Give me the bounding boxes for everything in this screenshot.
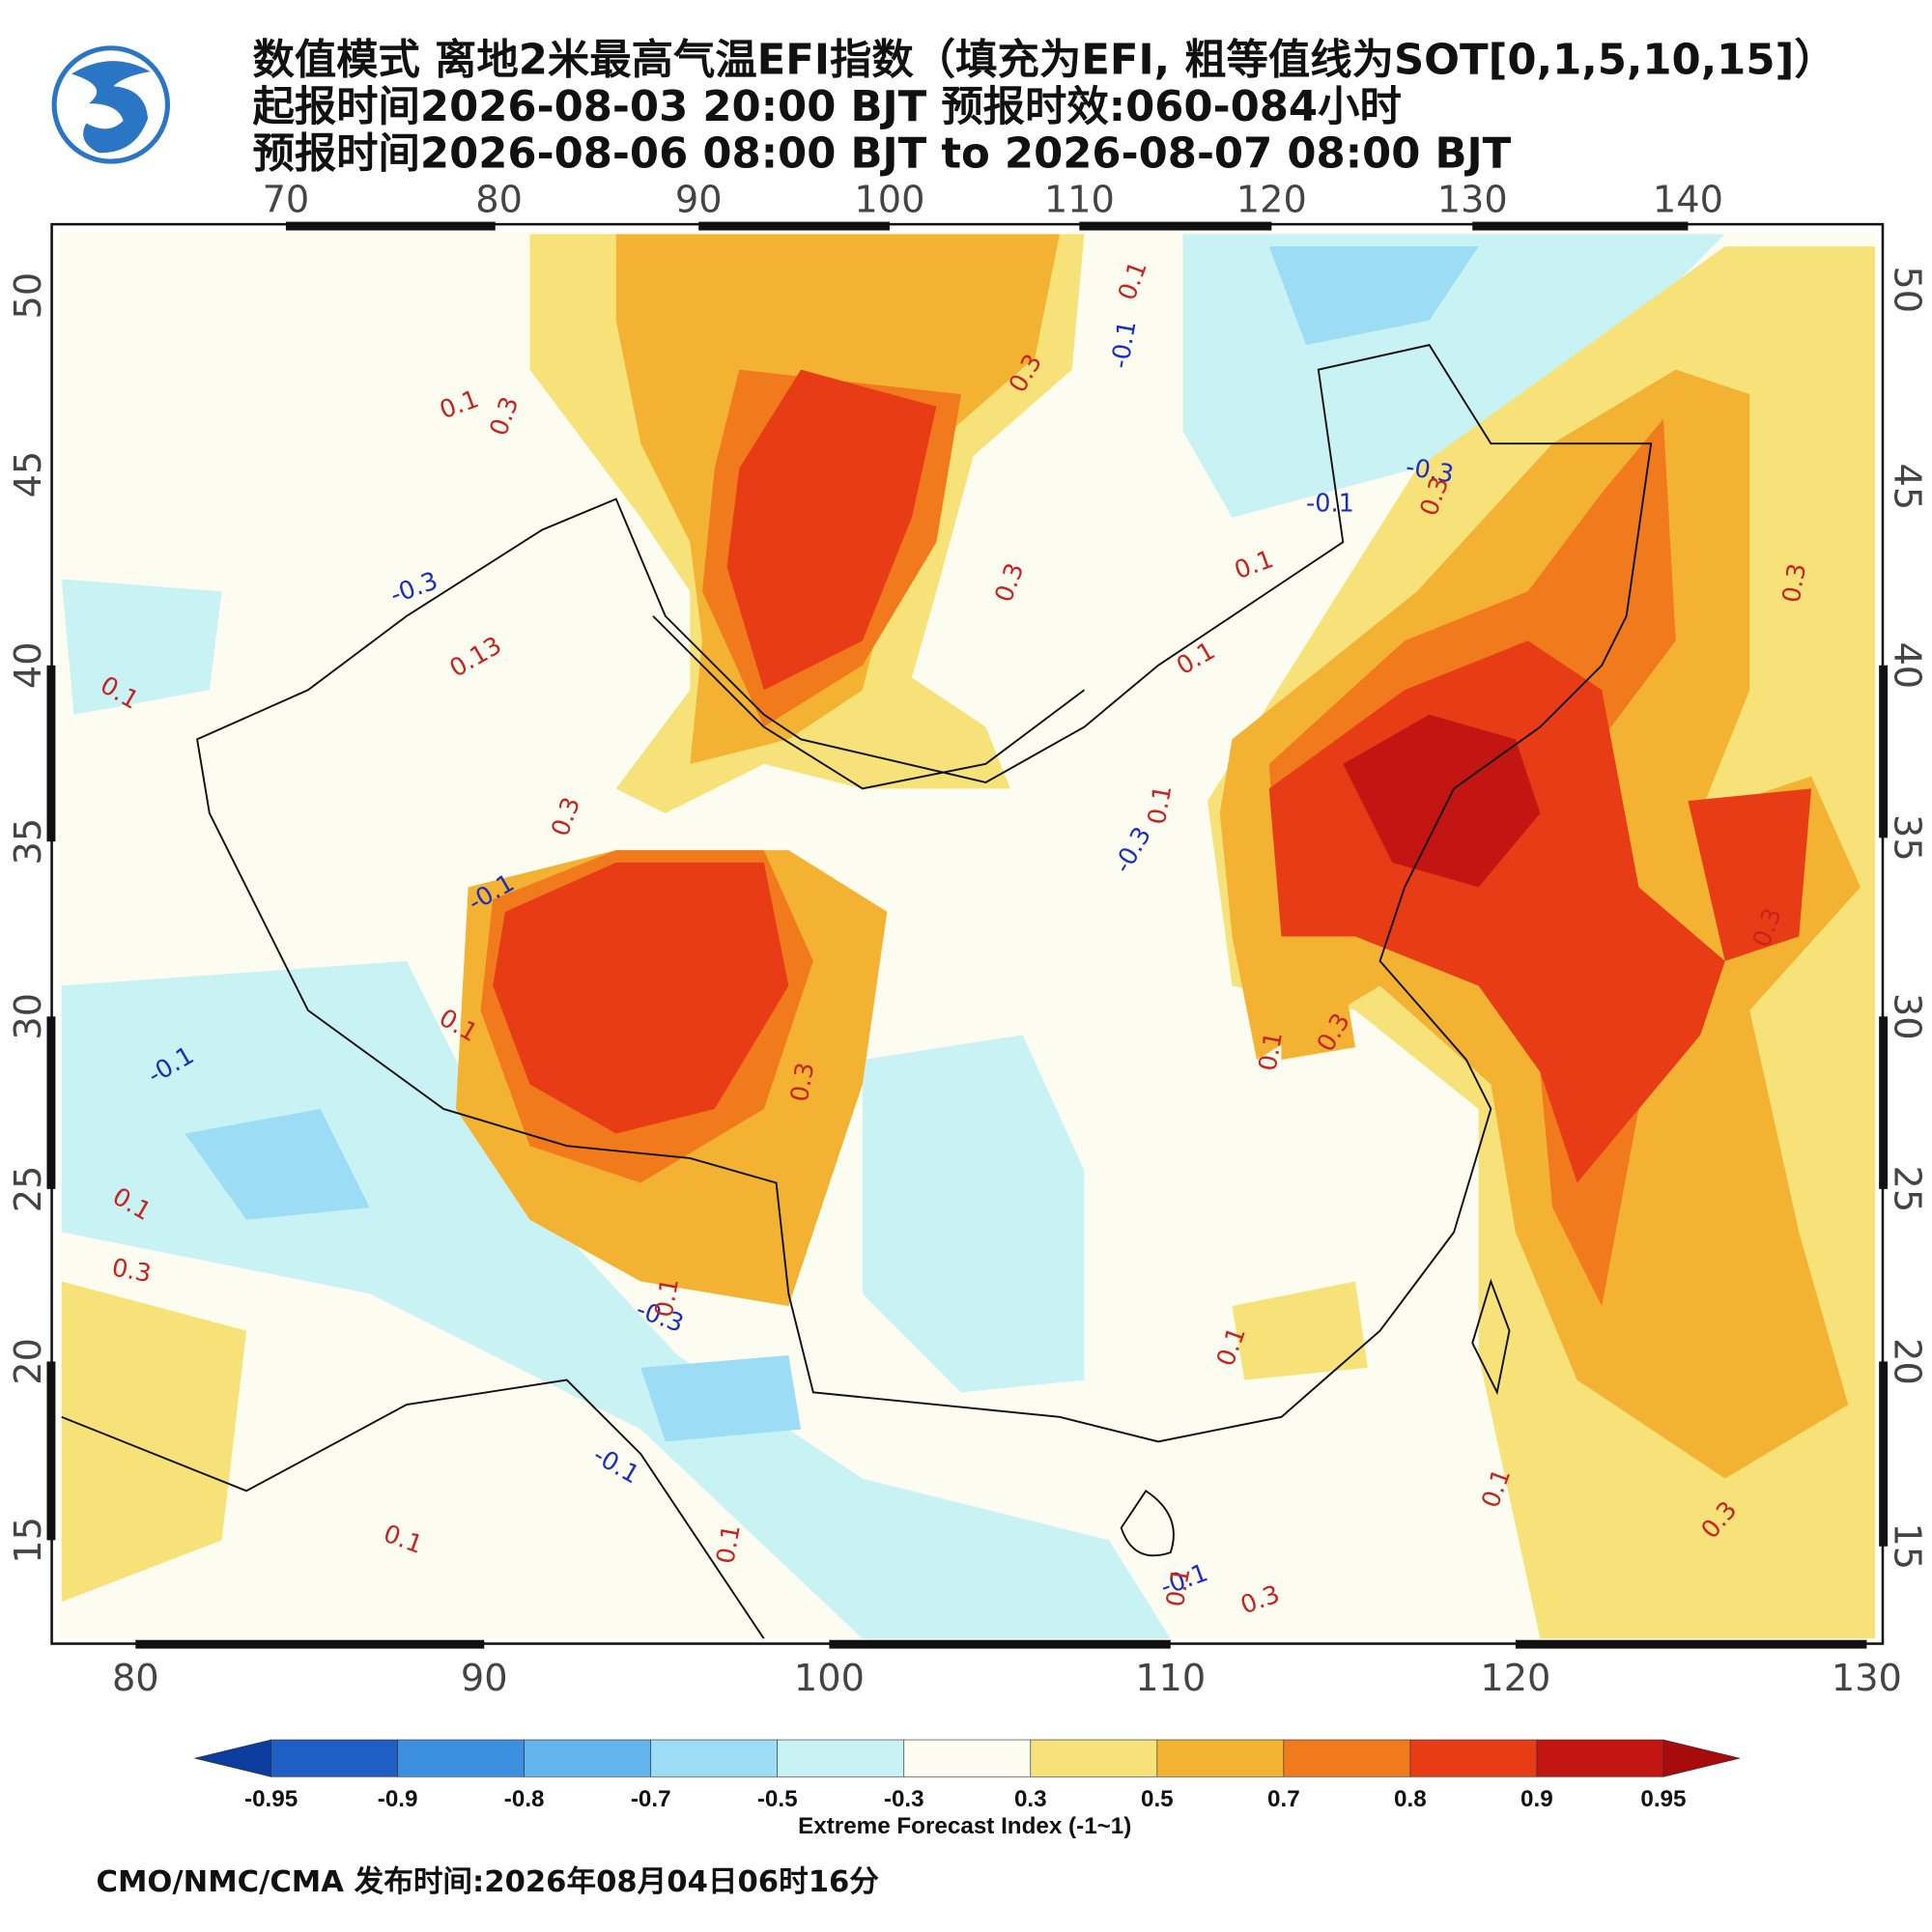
- colorbar-label: -0.5: [757, 1786, 798, 1812]
- colorbar-segment: [1283, 1739, 1411, 1777]
- right-lat-label: 35: [1886, 814, 1929, 862]
- colorbar-segment: [650, 1739, 779, 1777]
- contour-label: 0.1: [711, 1522, 747, 1566]
- top-lon-label: 90: [675, 178, 723, 221]
- left-lat-label: 20: [7, 1338, 50, 1385]
- top-lon-label: 120: [1236, 178, 1307, 221]
- title: 数值模式 离地2米最高气温EFI指数（填充为EFI, 粗等值线为SOT[0,1,…: [252, 37, 1835, 85]
- colorbar-label: 0.8: [1394, 1786, 1427, 1812]
- right-lat-label: 20: [1886, 1338, 1929, 1385]
- colorbar-segment: [1409, 1739, 1538, 1777]
- bottom-lon-label: 80: [112, 1657, 159, 1700]
- contour-label: 0.3: [110, 1254, 154, 1290]
- bottom-lon-label: 110: [1135, 1657, 1206, 1700]
- top-lon-label: 110: [1044, 178, 1115, 221]
- right-lat-label: 50: [1886, 266, 1929, 313]
- left-lat-label: 35: [7, 818, 50, 866]
- colorbar-label: 0.95: [1640, 1786, 1686, 1812]
- map-fill: [59, 231, 1876, 1639]
- axis-labels: 70 80 90 100 110 120 130 140 80 90 100 110 120 130 50 4…: [7, 178, 1929, 1700]
- footer: CMO/NMC/CMA 发布时间:2026年08月04日06时16分: [96, 1865, 879, 1899]
- left-lat-label: 40: [7, 641, 50, 689]
- colorbar-title: Extreme Forecast Index (-1~1): [798, 1813, 1131, 1839]
- right-lat-label: 25: [1886, 1166, 1929, 1213]
- colorbar-segment: [777, 1739, 905, 1777]
- colorbar-segment: [524, 1739, 652, 1777]
- contour-label: 0.1: [1254, 1030, 1290, 1073]
- colorbar-segment: [397, 1739, 525, 1777]
- colorbar-label: 0.9: [1520, 1786, 1553, 1812]
- left-lat-label: 30: [7, 993, 50, 1040]
- bottom-lon-label: 100: [794, 1657, 865, 1700]
- colorbar-label: -0.9: [378, 1786, 418, 1812]
- top-lon-label: 80: [475, 178, 523, 221]
- right-lat-label: 40: [1886, 641, 1929, 689]
- colorbar-segment: [1156, 1739, 1285, 1777]
- contour-label: 0.1: [1161, 1566, 1197, 1609]
- init-time: 起报时间2026-08-03 20:00 BJT 预报时效:060-084小时: [252, 83, 1401, 131]
- colorbar-label: -0.3: [884, 1786, 924, 1812]
- right-lat-label: 15: [1886, 1522, 1929, 1570]
- colorbar-extend-high: [1662, 1739, 1741, 1777]
- contour-label: -0.1: [1306, 489, 1354, 518]
- colorbar-segment: [903, 1739, 1032, 1777]
- contour-label: 0.1: [650, 1276, 686, 1320]
- right-lat-label: 30: [1886, 993, 1929, 1040]
- contour-label: 0.1: [1143, 783, 1179, 827]
- bottom-lon-label: 90: [461, 1657, 508, 1700]
- colorbar-label: -0.95: [244, 1786, 298, 1812]
- colorbar-extend-low: [194, 1739, 271, 1777]
- colorbar-label: -0.7: [631, 1786, 671, 1812]
- top-lon-label: 100: [854, 178, 924, 221]
- colorbar-label: -0.8: [504, 1786, 545, 1812]
- top-lon-label: 140: [1653, 178, 1723, 221]
- bottom-lon-label: 130: [1832, 1657, 1902, 1700]
- colorbar-label: 0.3: [1014, 1786, 1047, 1812]
- colorbar-segment: [270, 1739, 398, 1777]
- right-lat-label: 45: [1886, 463, 1929, 510]
- contour-label: 0.3: [1777, 561, 1813, 605]
- borders: [61, 344, 1653, 1639]
- left-lat-label: 15: [7, 1517, 50, 1564]
- top-lon-label: 70: [263, 178, 310, 221]
- logo: [51, 45, 171, 164]
- left-lat-label: 45: [7, 451, 50, 498]
- left-lat-label: 25: [7, 1166, 50, 1213]
- contour-label: 0.3: [785, 1061, 821, 1104]
- frame-bars: [46, 221, 1889, 1649]
- colorbar-segment: [1536, 1739, 1664, 1777]
- bottom-lon-label: 120: [1480, 1657, 1550, 1700]
- colorbar: -0.95 -0.9 -0.8 -0.7 -0.5 -0.3 0.3 0.5 0.7 0.8 0.9…: [194, 1739, 1741, 1812]
- colorbar-segment: [1030, 1739, 1158, 1777]
- left-lat-label: 50: [7, 272, 50, 320]
- top-lon-label: 130: [1437, 178, 1508, 221]
- colorbar-label: 0.7: [1267, 1786, 1300, 1812]
- colorbar-label: 0.5: [1141, 1786, 1174, 1812]
- valid-time: 预报时间2026-08-06 08:00 BJT to 2026-08-07 0…: [252, 129, 1511, 178]
